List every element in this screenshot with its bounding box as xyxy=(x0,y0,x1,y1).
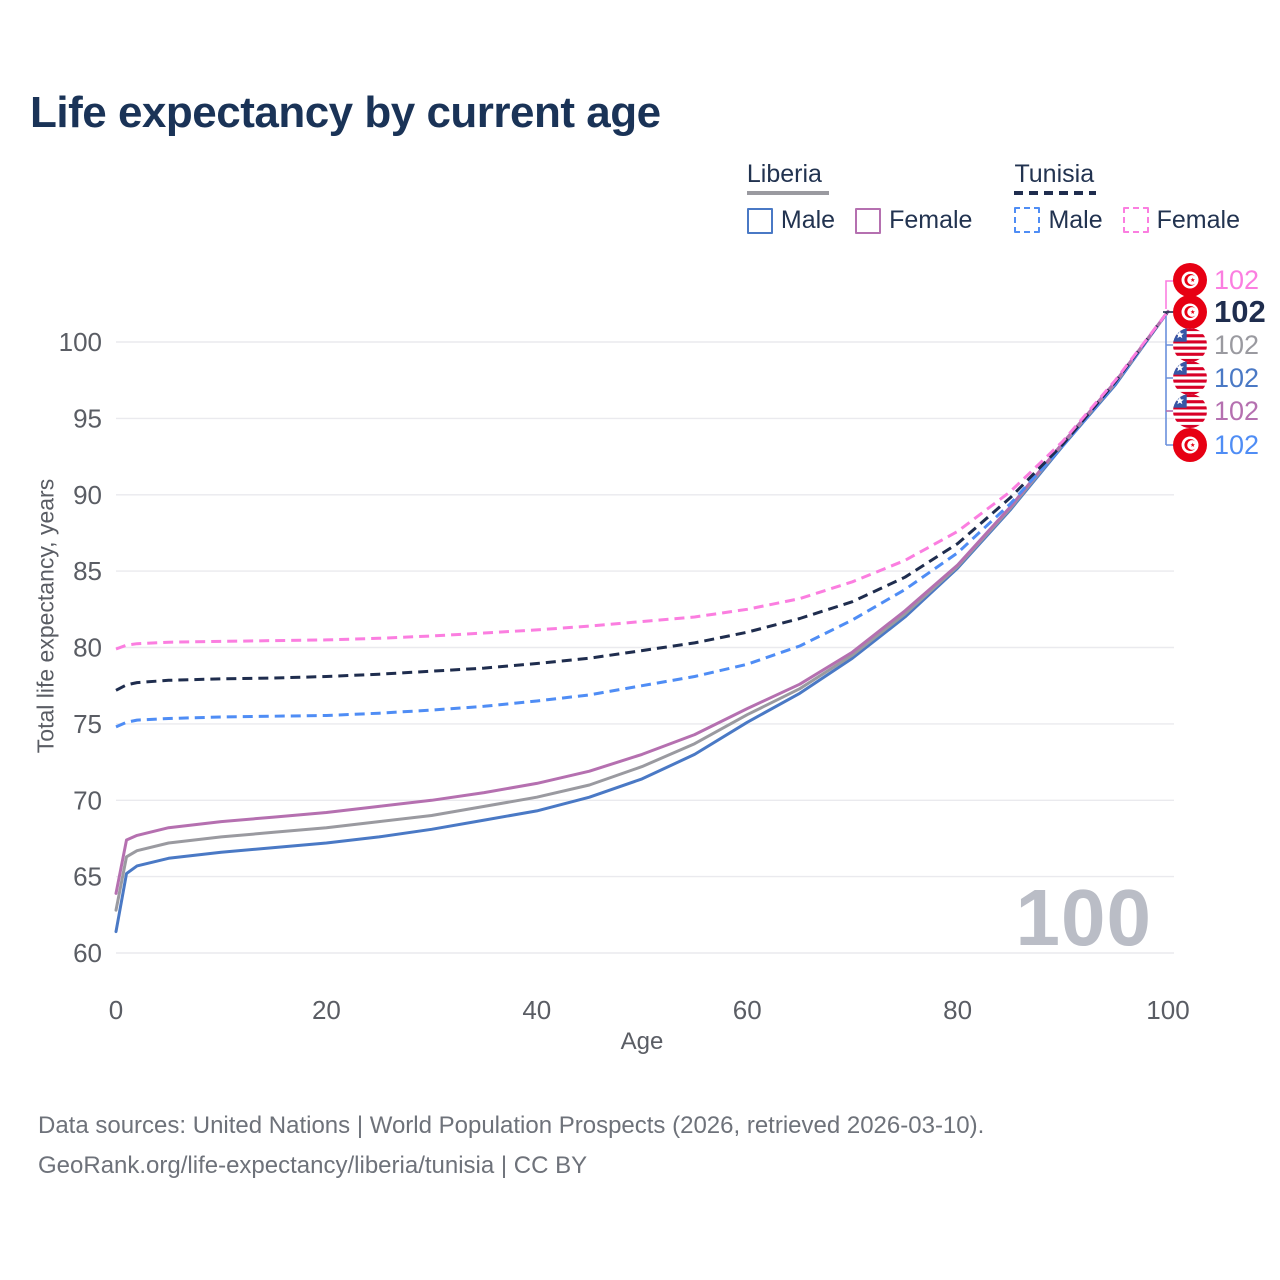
liberia-flag-icon xyxy=(1173,394,1207,428)
legend-item-liberia-female[interactable]: Female xyxy=(855,206,972,235)
tunisia-male-swatch-icon xyxy=(1014,207,1041,233)
y-tick-label: 90 xyxy=(73,480,102,510)
tunisia-total-line-key xyxy=(1014,191,1097,195)
liberia-female-swatch-icon xyxy=(855,207,882,234)
y-tick-label: 85 xyxy=(73,556,102,586)
liberia-flag-icon xyxy=(1173,361,1207,395)
end-label-tunisia-total: 102 xyxy=(1173,294,1266,329)
label-leader-line xyxy=(1165,316,1174,446)
series-line-liberia-both-sexes[interactable] xyxy=(114,310,1170,912)
series-line-tunisia-male[interactable] xyxy=(115,310,1170,729)
legend-item-tunisia-female[interactable]: Female xyxy=(1122,205,1240,235)
legend-label: Male xyxy=(1048,205,1103,234)
tunisia-female-swatch-icon xyxy=(1122,207,1149,233)
label-leader-line xyxy=(1165,280,1174,309)
y-tick-label: 95 xyxy=(73,403,102,433)
age-counter-watermark: 100 xyxy=(1015,873,1152,962)
tunisia-flag-icon xyxy=(1173,295,1207,329)
liberia-male-swatch-icon xyxy=(746,207,773,234)
x-tick-label: 40 xyxy=(522,995,551,1025)
series-line-tunisia-both-sexes[interactable] xyxy=(115,310,1170,692)
end-label-tunisia-female: 102 xyxy=(1173,263,1259,297)
legend: Liberia Male Female Tunisia Male xyxy=(746,160,1240,235)
tunisia-flag-icon xyxy=(1173,263,1207,297)
end-label-liberia-total: 102 xyxy=(1173,328,1259,362)
end-label-value: 102 xyxy=(1214,264,1260,295)
series-line-liberia-female[interactable] xyxy=(114,310,1170,895)
x-tick-label: 60 xyxy=(733,995,762,1025)
y-axis-title: Total life expectancy, years xyxy=(32,478,59,754)
legend-item-tunisia-male[interactable]: Male xyxy=(1014,205,1103,235)
y-tick-label: 75 xyxy=(73,709,102,739)
legend-country-tunisia[interactable]: Tunisia xyxy=(1014,160,1095,188)
y-tick-label: 80 xyxy=(73,633,102,663)
x-tick-label: 20 xyxy=(312,995,341,1025)
end-label-value: 102 xyxy=(1214,362,1260,393)
y-tick-label: 100 xyxy=(59,327,102,357)
x-tick-label: 100 xyxy=(1146,995,1189,1025)
legend-label: Male xyxy=(780,206,836,234)
end-label-tunisia-male: 102 xyxy=(1173,428,1259,462)
end-label-value: 102 xyxy=(1214,329,1260,360)
legend-label: Female xyxy=(1156,205,1240,234)
legend-country-liberia[interactable]: Liberia xyxy=(746,160,822,188)
legend-group-tunisia: Tunisia Male Female xyxy=(1014,160,1240,235)
end-label-liberia-female: 102 xyxy=(1173,394,1259,428)
y-tick-label: 65 xyxy=(73,862,102,892)
end-label-value: 102 xyxy=(1214,294,1266,329)
end-label-value: 102 xyxy=(1214,429,1260,460)
series-line-tunisia-female[interactable] xyxy=(115,310,1170,651)
attribution-text: GeoRank.org/life-expectancy/liberia/tuni… xyxy=(38,1152,588,1179)
footer: Data sources: United Nations | World Pop… xyxy=(38,1106,984,1186)
end-label-value: 102 xyxy=(1214,395,1260,426)
legend-item-liberia-male[interactable]: Male xyxy=(746,206,836,235)
y-tick-label: 70 xyxy=(73,785,102,815)
liberia-flag-icon xyxy=(1173,328,1207,362)
tunisia-flag-icon xyxy=(1173,428,1207,462)
x-axis-title: Age xyxy=(620,1028,664,1055)
y-tick-label: 60 xyxy=(73,938,102,968)
series-line-liberia-male[interactable] xyxy=(114,310,1170,934)
data-sources-text: Data sources: United Nations | World Pop… xyxy=(38,1112,985,1139)
end-label-liberia-male: 102 xyxy=(1173,361,1259,395)
legend-label: Female xyxy=(889,206,973,234)
legend-group-liberia: Liberia Male Female xyxy=(746,160,972,235)
liberia-total-line-key xyxy=(746,191,829,195)
page-title: Life expectancy by current age xyxy=(30,88,661,137)
x-tick-label: 0 xyxy=(109,995,123,1025)
x-tick-label: 80 xyxy=(943,995,972,1025)
